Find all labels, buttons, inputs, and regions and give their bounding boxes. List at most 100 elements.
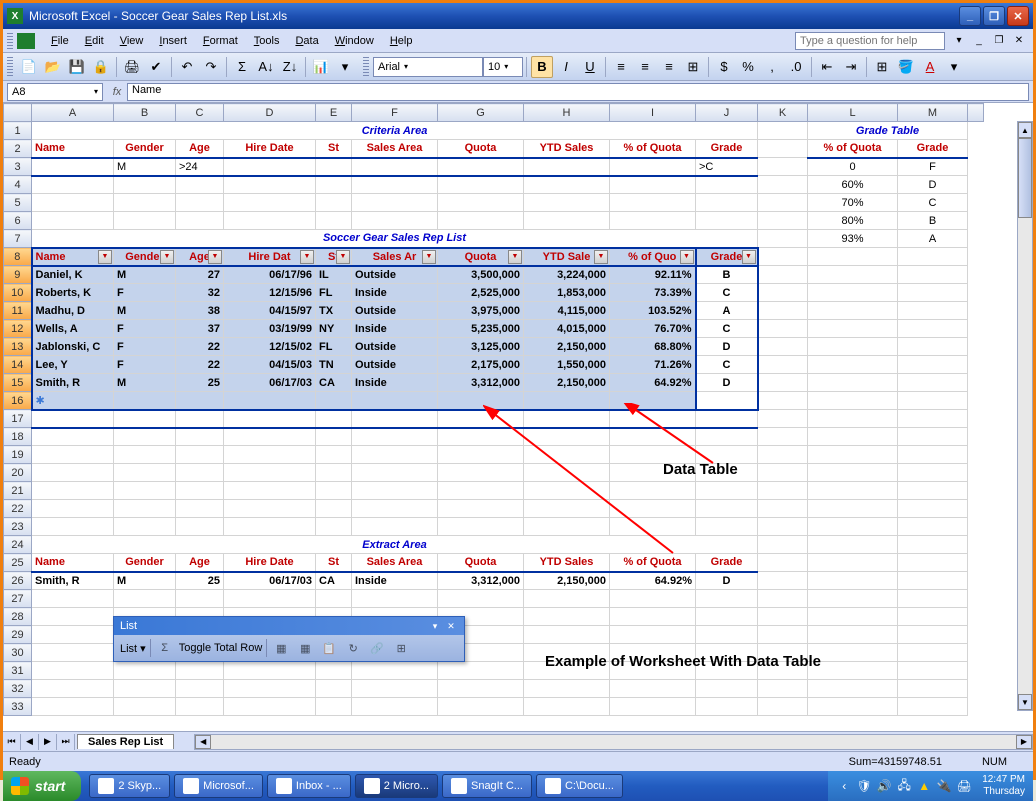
cell-M11[interactable] (898, 302, 968, 320)
filter-dropdown-icon[interactable]: ▼ (508, 250, 522, 264)
horizontal-scrollbar[interactable]: ◀ ▶ (194, 734, 1033, 750)
fill-color-button[interactable]: 🪣 (895, 56, 917, 78)
cell-J30[interactable] (696, 644, 758, 662)
cell-B2[interactable]: Gender (114, 140, 176, 158)
cell-L14[interactable] (808, 356, 898, 374)
cell-J5[interactable] (696, 194, 758, 212)
cell-L25[interactable] (808, 554, 898, 572)
col-header-L[interactable]: L (808, 104, 898, 122)
cell-E20[interactable] (316, 464, 352, 482)
row-header-21[interactable]: 21 (4, 482, 32, 500)
row-header-8[interactable]: 8 (4, 248, 32, 266)
cell-G19[interactable] (438, 446, 524, 464)
cell-L4[interactable]: 60% (808, 176, 898, 194)
cell-D10[interactable]: 12/15/96 (224, 284, 316, 302)
cell-A28[interactable] (32, 608, 114, 626)
cell-K2[interactable] (758, 140, 808, 158)
cell-J19[interactable] (696, 446, 758, 464)
cell-B6[interactable] (114, 212, 176, 230)
cell-K19[interactable] (758, 446, 808, 464)
cell-C32[interactable] (176, 680, 224, 698)
cell-C12[interactable]: 37 (176, 320, 224, 338)
cell-B9[interactable]: M (114, 266, 176, 284)
toggle-total-row-button[interactable]: Toggle Total Row (179, 642, 263, 654)
cell-D16[interactable] (224, 392, 316, 410)
cell-D22[interactable] (224, 500, 316, 518)
taskbar-button[interactable]: SnagIt C... (442, 774, 532, 798)
cell-F14[interactable]: Outside (352, 356, 438, 374)
cell-I6[interactable] (610, 212, 696, 230)
select-all-cell[interactable] (4, 104, 32, 122)
list-btn-4[interactable]: ↻ (343, 638, 363, 658)
cell-K29[interactable] (758, 626, 808, 644)
cell-F9[interactable]: Outside (352, 266, 438, 284)
cell-K24[interactable] (758, 536, 808, 554)
col-header-C[interactable]: C (176, 104, 224, 122)
row-header-13[interactable]: 13 (4, 338, 32, 356)
cell-E2[interactable]: St (316, 140, 352, 158)
cell-G32[interactable] (438, 680, 524, 698)
name-box[interactable]: A8▾ (7, 83, 103, 101)
cell-H18[interactable] (524, 428, 610, 446)
cell-M23[interactable] (898, 518, 968, 536)
cell-L29[interactable] (808, 626, 898, 644)
cell-D2[interactable]: Hire Date (224, 140, 316, 158)
cell-A23[interactable] (32, 518, 114, 536)
cell-J21[interactable] (696, 482, 758, 500)
cell-I9[interactable]: 92.11% (610, 266, 696, 284)
cell-H21[interactable] (524, 482, 610, 500)
cell-G12[interactable]: 5,235,000 (438, 320, 524, 338)
cell-M10[interactable] (898, 284, 968, 302)
cell-I2[interactable]: % of Quota (610, 140, 696, 158)
cell-B32[interactable] (114, 680, 176, 698)
cell-B4[interactable] (114, 176, 176, 194)
cell-E18[interactable] (316, 428, 352, 446)
cell-G10[interactable]: 2,525,000 (438, 284, 524, 302)
cell-C22[interactable] (176, 500, 224, 518)
currency-button[interactable]: $ (713, 56, 735, 78)
cell-I25[interactable]: % of Quota (610, 554, 696, 572)
cell-J26[interactable]: D (696, 572, 758, 590)
vertical-scrollbar[interactable]: ▲ ▼ (1017, 121, 1033, 711)
filter-dropdown-icon[interactable]: ▼ (300, 250, 314, 264)
cell-B19[interactable] (114, 446, 176, 464)
col-header-A[interactable]: A (32, 104, 114, 122)
cell-M33[interactable] (898, 698, 968, 716)
cell-E6[interactable] (316, 212, 352, 230)
row-header-9[interactable]: 9 (4, 266, 32, 284)
cell-L13[interactable] (808, 338, 898, 356)
cell-L11[interactable] (808, 302, 898, 320)
cell-H32[interactable] (524, 680, 610, 698)
row-header-29[interactable]: 29 (4, 626, 32, 644)
cell-A4[interactable] (32, 176, 114, 194)
cell-I31[interactable] (610, 662, 696, 680)
cell-J9[interactable]: B (696, 266, 758, 284)
list-btn-5[interactable]: 🔗 (367, 638, 387, 658)
cell-C3[interactable]: >24 (176, 158, 224, 176)
cell-A14[interactable]: Lee, Y (32, 356, 114, 374)
cell-E12[interactable]: NY (316, 320, 352, 338)
cell-D25[interactable]: Hire Date (224, 554, 316, 572)
cell-G15[interactable]: 3,312,000 (438, 374, 524, 392)
cell-H31[interactable] (524, 662, 610, 680)
list-btn-1[interactable]: ▦ (271, 638, 291, 658)
cell-K13[interactable] (758, 338, 808, 356)
toolbar-grip[interactable] (7, 57, 13, 77)
sheet-tab[interactable]: Sales Rep List (77, 734, 174, 749)
cell-C6[interactable] (176, 212, 224, 230)
cell-H27[interactable] (524, 590, 610, 608)
cell-K8[interactable] (758, 248, 808, 266)
workbook-close-button[interactable]: ✕ (1010, 33, 1028, 49)
col-header-K[interactable]: K (758, 104, 808, 122)
font-combo[interactable]: Arial▾ (373, 57, 483, 77)
row-header-22[interactable]: 22 (4, 500, 32, 518)
cell-D27[interactable] (224, 590, 316, 608)
cell-G6[interactable] (438, 212, 524, 230)
cell-L1[interactable]: Grade Table (808, 122, 968, 140)
autosum-button[interactable]: Σ (231, 56, 253, 78)
cell-M28[interactable] (898, 608, 968, 626)
cell-D17[interactable] (224, 410, 316, 428)
cell-K14[interactable] (758, 356, 808, 374)
cell-C2[interactable]: Age (176, 140, 224, 158)
cell-I20[interactable] (610, 464, 696, 482)
